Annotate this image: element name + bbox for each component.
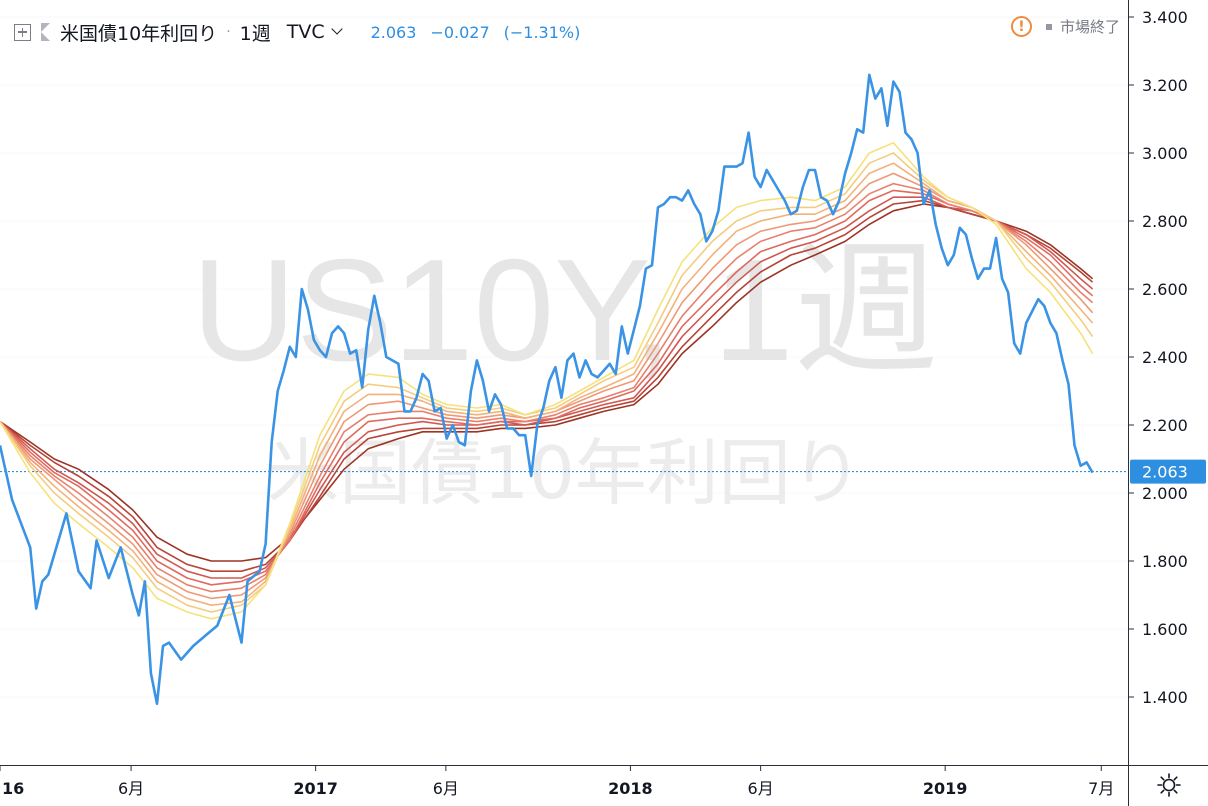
time-axis-labels: 16 6月 2017 6月 2018 6月 2019 7月 — [0, 765, 1114, 798]
watermark-description: 米国債10年利回り — [267, 431, 863, 515]
x-tick-label-0: 16 — [2, 779, 24, 798]
source-label: TVC — [286, 21, 325, 43]
y-tick-label-2: 1.800 — [1142, 552, 1188, 571]
series-layer — [0, 73, 1094, 706]
y-tick-label-7: 2.800 — [1142, 212, 1188, 231]
interval-label[interactable]: 1週 — [239, 22, 271, 45]
last-price-badge-text: 2.063 — [1142, 463, 1188, 482]
market-status[interactable]: ! 市場終了 — [1010, 16, 1120, 37]
x-tick-label-6: 2019 — [923, 779, 968, 798]
x-tick-label-3: 6月 — [433, 779, 459, 798]
y-tick-label-8: 3.000 — [1142, 144, 1188, 163]
ribbon-line-8 — [0, 152, 1094, 613]
separator-dot: · — [226, 24, 231, 40]
ribbon-line-5 — [0, 182, 1094, 593]
chevron-down-icon — [330, 23, 343, 35]
x-tick-label-2: 2017 — [293, 779, 338, 798]
y-tick-label-0: 1.400 — [1142, 688, 1188, 707]
y-tick-label-3: 2.000 — [1142, 484, 1188, 503]
status-square-icon — [1045, 23, 1052, 30]
symbol-title[interactable]: 米国債10年利回り — [60, 22, 218, 45]
add-symbol-icon[interactable] — [14, 23, 31, 41]
last-price-badge — [1130, 459, 1206, 484]
ribbon-line-7 — [0, 162, 1094, 606]
last-value: 2.063 — [370, 22, 417, 42]
flag-icon[interactable] — [41, 23, 50, 41]
price-axis-labels: 1.400 1.600 1.800 2.000 2.200 2.400 2.600 2.800… — [1128, 8, 1188, 707]
grid — [0, 16, 1128, 698]
settings-gear-icon[interactable] — [1156, 772, 1182, 798]
y-tick-label-5: 2.400 — [1142, 348, 1188, 367]
warning-icon: ! — [1010, 16, 1032, 37]
yield-price-line[interactable] — [0, 73, 1094, 706]
x-tick-label-4: 2018 — [608, 779, 653, 798]
y-tick-label-1: 1.600 — [1142, 620, 1188, 639]
market-status-text: 市場終了 — [1059, 18, 1120, 36]
price-values: 2.063 −0.027 (−1.31%) — [371, 23, 581, 42]
x-tick-label-1: 6月 — [118, 779, 144, 798]
chart-legend-header: 米国債10年利回り · 1週 TVC 2.063 −0.027 (−1.31%) — [14, 16, 580, 48]
source-selector[interactable]: TVC — [286, 21, 343, 43]
x-tick-label-7: 7月 — [1088, 779, 1114, 798]
y-tick-label-4: 2.200 — [1142, 416, 1188, 435]
ribbon-line-9 — [0, 142, 1094, 620]
y-tick-label-10: 3.400 — [1142, 8, 1188, 27]
x-tick-label-5: 6月 — [748, 779, 774, 798]
y-tick-label-6: 2.600 — [1142, 280, 1188, 299]
change-value: −0.027 — [430, 22, 490, 42]
y-tick-label-9: 3.200 — [1142, 76, 1188, 95]
change-percent: (−1.31%) — [503, 22, 581, 42]
watermark-symbol: US10Y, 1週 — [192, 229, 939, 391]
